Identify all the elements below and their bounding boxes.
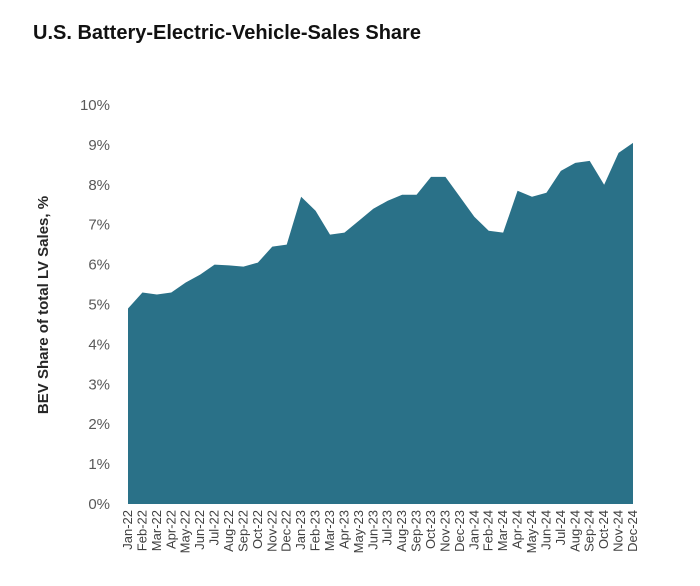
x-tick-label: Mar-24 bbox=[495, 510, 510, 551]
x-tick-label: May-24 bbox=[524, 510, 539, 553]
x-tick-label: Aug-24 bbox=[567, 510, 582, 552]
x-tick-label: Nov-24 bbox=[611, 510, 626, 552]
x-tick-label: May-23 bbox=[351, 510, 366, 553]
x-axis-ticks: Jan-22 Feb-22 Mar-22 Apr-22 May-22 Jun-22 Jul-… bbox=[120, 510, 640, 553]
x-tick-label: Oct-24 bbox=[596, 510, 611, 549]
x-tick-label: Dec-23 bbox=[452, 510, 467, 552]
chart-title: U.S. Battery-Electric-Vehicle-Sales Shar… bbox=[33, 22, 421, 44]
x-tick-label: Apr-22 bbox=[163, 510, 178, 549]
x-tick-label: Oct-23 bbox=[423, 510, 438, 549]
x-tick-label: Apr-24 bbox=[510, 510, 525, 549]
x-tick-label: Aug-23 bbox=[394, 510, 409, 552]
x-tick-label: Nov-23 bbox=[437, 510, 452, 552]
x-tick-label: Jul-23 bbox=[380, 510, 395, 545]
x-tick-label: Mar-23 bbox=[322, 510, 337, 551]
y-tick-label: 0% bbox=[88, 496, 110, 513]
x-tick-label: Apr-23 bbox=[336, 510, 351, 549]
x-tick-label: May-22 bbox=[178, 510, 193, 553]
y-axis-ticks: 0% 1% 2% 3% 4% 5% 6% 7% 8% 9% 10% bbox=[80, 97, 110, 513]
y-tick-label: 8% bbox=[88, 177, 110, 194]
x-tick-label: Jun-23 bbox=[365, 510, 380, 550]
x-tick-label: Dec-24 bbox=[625, 510, 640, 552]
x-tick-label: Sep-22 bbox=[235, 510, 250, 552]
x-tick-label: Aug-22 bbox=[221, 510, 236, 552]
x-tick-label: Jan-23 bbox=[293, 510, 308, 550]
y-tick-label: 2% bbox=[88, 416, 110, 433]
x-tick-label: Sep-23 bbox=[409, 510, 424, 552]
x-tick-label: Jun-22 bbox=[192, 510, 207, 550]
x-tick-label: Oct-22 bbox=[250, 510, 265, 549]
area-series-bev-share bbox=[128, 142, 633, 504]
y-tick-label: 3% bbox=[88, 376, 110, 393]
x-tick-label: Jul-22 bbox=[207, 510, 222, 545]
x-tick-label: Sep-24 bbox=[582, 510, 597, 552]
y-tick-label: 6% bbox=[88, 257, 110, 274]
x-tick-label: Dec-22 bbox=[279, 510, 294, 552]
x-tick-label: Mar-22 bbox=[149, 510, 164, 551]
y-axis-label: BEV Share of total LV Sales, % bbox=[35, 196, 52, 414]
y-tick-label: 10% bbox=[80, 97, 110, 114]
y-tick-label: 5% bbox=[88, 297, 110, 314]
y-tick-label: 7% bbox=[88, 217, 110, 234]
x-tick-label: Jun-24 bbox=[538, 510, 553, 550]
y-tick-label: 1% bbox=[88, 456, 110, 473]
x-tick-label: Jan-24 bbox=[466, 510, 481, 550]
x-tick-label: Feb-24 bbox=[481, 510, 496, 551]
x-tick-label: Jul-24 bbox=[553, 510, 568, 545]
x-tick-label: Jan-22 bbox=[120, 510, 135, 550]
x-tick-label: Nov-22 bbox=[264, 510, 279, 552]
x-tick-label: Feb-22 bbox=[134, 510, 149, 551]
y-tick-label: 9% bbox=[88, 137, 110, 154]
x-tick-label: Feb-23 bbox=[308, 510, 323, 551]
y-tick-label: 4% bbox=[88, 336, 110, 353]
